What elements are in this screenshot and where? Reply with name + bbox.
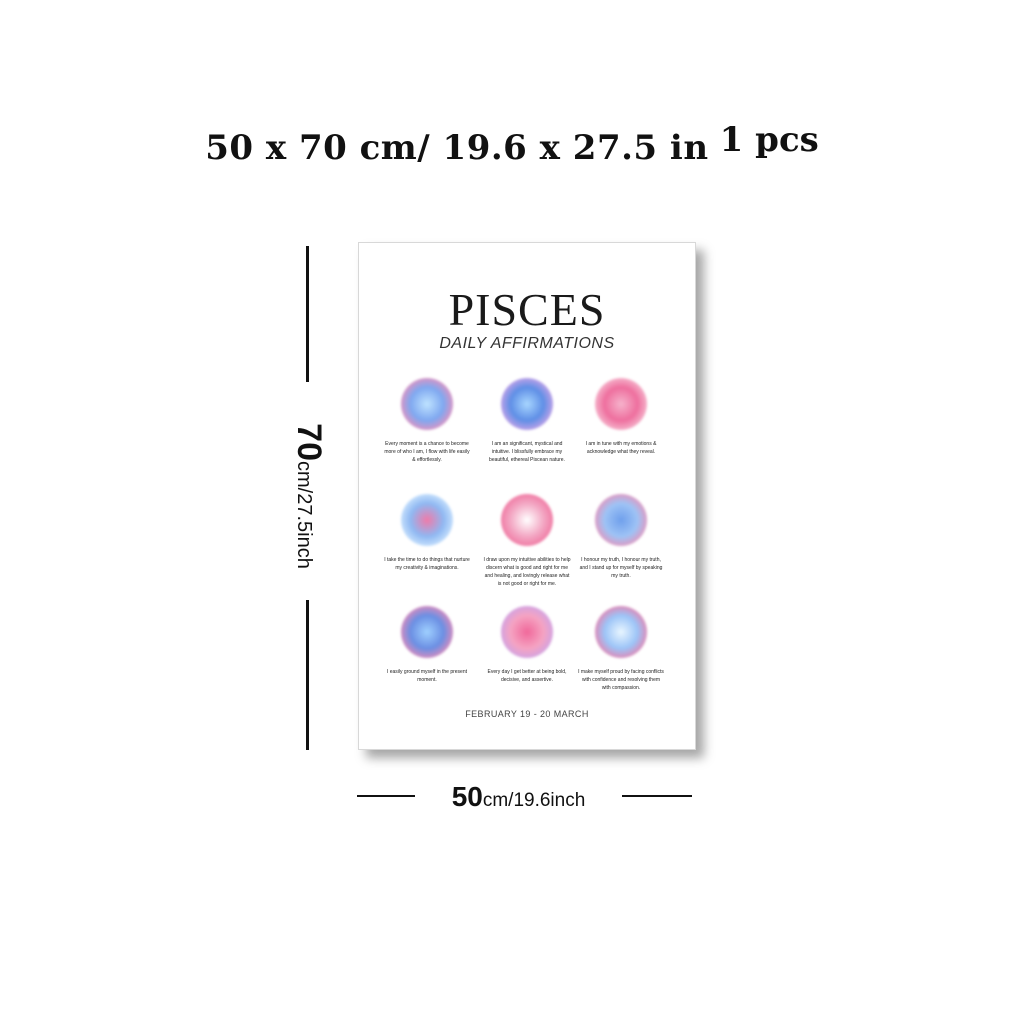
aura-orb-icon (401, 494, 453, 546)
aura-orb-icon (501, 378, 553, 430)
height-dimension-line-bottom (306, 600, 309, 750)
affirmation-item: I am in tune with my emotions & acknowle… (571, 378, 671, 456)
affirmation-text: I draw upon my intuitive abilities to he… (483, 557, 571, 587)
affirmation-item: I easily ground myself in the present mo… (377, 606, 477, 684)
aura-orb-icon (501, 494, 553, 546)
affirmation-item: Every moment is a chance to become more … (377, 378, 477, 464)
affirmation-text: I am in tune with my emotions & acknowle… (585, 441, 657, 455)
height-dimension-line-top (306, 246, 309, 382)
aura-orb-icon (595, 606, 647, 658)
width-dimension-line-left (357, 795, 415, 797)
affirmation-item: I honour my truth, I honour my truth, an… (571, 494, 671, 580)
aura-orb-icon (595, 378, 647, 430)
aura-orb-icon (595, 494, 647, 546)
size-text: 50 x 70 cm/ 19.6 x 27.5 in (205, 128, 709, 168)
width-dimension-label: 50cm/19.6inch (415, 777, 622, 817)
poster: PISCES DAILY AFFIRMATIONS Every moment i… (358, 242, 696, 750)
aura-orb-icon (501, 606, 553, 658)
affirmation-text: Every moment is a chance to become more … (384, 441, 470, 463)
affirmation-item: I take the time to do things that nurtur… (377, 494, 477, 572)
affirmation-text: I am an significant, mystical and intuit… (489, 441, 565, 463)
aura-orb-icon (401, 606, 453, 658)
height-units: cm/27.5inch (293, 460, 315, 569)
width-value: 50 (451, 781, 483, 812)
affirmation-text: I take the time to do things that nurtur… (384, 557, 470, 571)
width-units: cm/19.6inch (482, 790, 586, 811)
poster-subtitle: DAILY AFFIRMATIONS (439, 335, 615, 352)
affirmation-item: I am an significant, mystical and intuit… (477, 378, 577, 464)
size-headline: 50 x 70 cm/ 19.6 x 27.5 in 1 pcs (0, 120, 1024, 188)
affirmation-text: I honour my truth, I honour my truth, an… (579, 557, 663, 579)
aura-orb-icon (401, 378, 453, 430)
height-value: 70 (290, 423, 328, 461)
affirmation-item: I draw upon my intuitive abilities to he… (477, 494, 577, 588)
affirmation-text: Every day I get better at being bold, de… (487, 669, 567, 683)
affirmation-item: Every day I get better at being bold, de… (477, 606, 577, 684)
affirmation-text: I easily ground myself in the present mo… (386, 669, 468, 683)
width-dimension-line-right (622, 795, 692, 797)
poster-date-range: FEBRUARY 19 - 20 MARCH (465, 709, 589, 719)
affirmation-item: I make myself proud by facing conflicts … (571, 606, 671, 692)
quantity-text: 1 pcs (719, 120, 819, 160)
affirmation-text: I make myself proud by facing conflicts … (578, 669, 664, 691)
poster-title: PISCES (448, 284, 606, 335)
height-dimension-label: 70cm/27.5inch (289, 381, 329, 611)
